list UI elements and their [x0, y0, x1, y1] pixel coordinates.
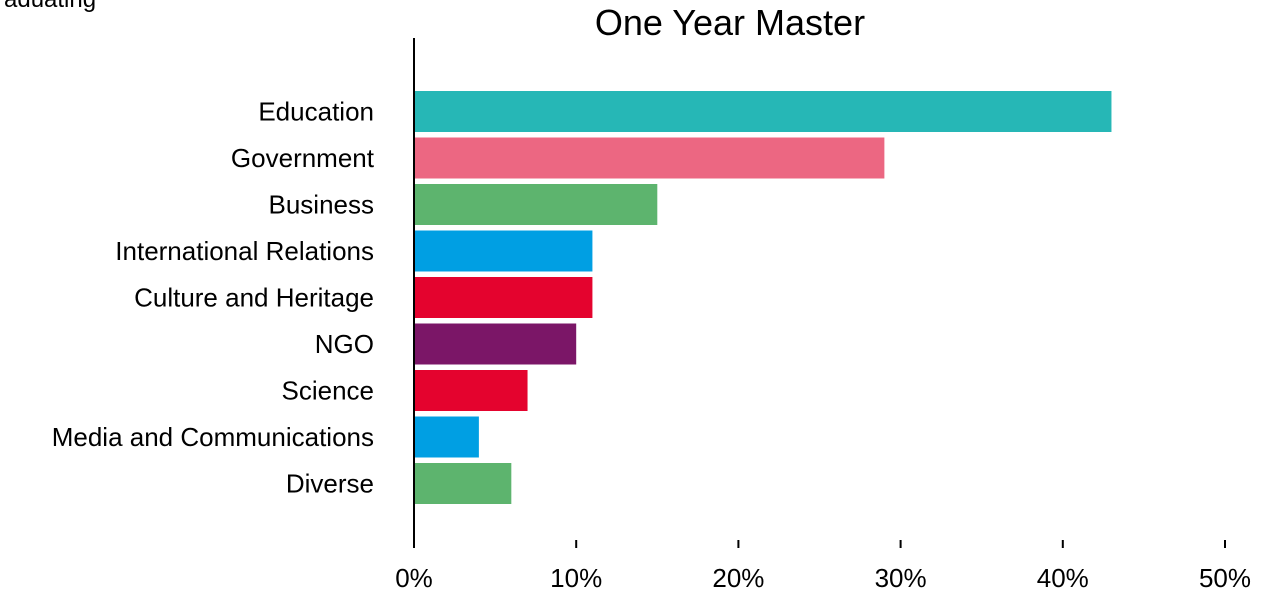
category-label: International Relations — [115, 236, 374, 266]
x-tick-label: 30% — [875, 563, 927, 589]
x-tick-label: 0% — [395, 563, 433, 589]
x-tick-label: 20% — [712, 563, 764, 589]
bar-culture-and-heritage — [414, 277, 593, 318]
category-label: Government — [231, 143, 375, 173]
category-label: NGO — [315, 329, 374, 359]
x-tick-label: 40% — [1037, 563, 1089, 589]
bar-education — [414, 91, 1112, 132]
category-label: Media and Communications — [52, 422, 374, 452]
bar-business — [414, 184, 658, 225]
bar-media-and-communications — [414, 416, 479, 458]
category-label: Education — [258, 97, 374, 127]
bar-ngo — [414, 323, 577, 365]
bar-diverse — [414, 463, 512, 504]
category-label: Science — [282, 376, 375, 406]
cropped-heading-text: raduating — [0, 0, 96, 14]
x-tick-label: 50% — [1199, 563, 1251, 589]
category-label: Business — [269, 190, 375, 220]
category-label: Diverse — [286, 469, 374, 499]
bar-international-relations — [414, 230, 593, 272]
bar-science — [414, 370, 528, 411]
category-label: Culture and Heritage — [134, 283, 374, 313]
chart-title: One Year Master — [594, 2, 866, 43]
x-tick-label: 10% — [550, 563, 602, 589]
bar-government — [414, 137, 885, 179]
